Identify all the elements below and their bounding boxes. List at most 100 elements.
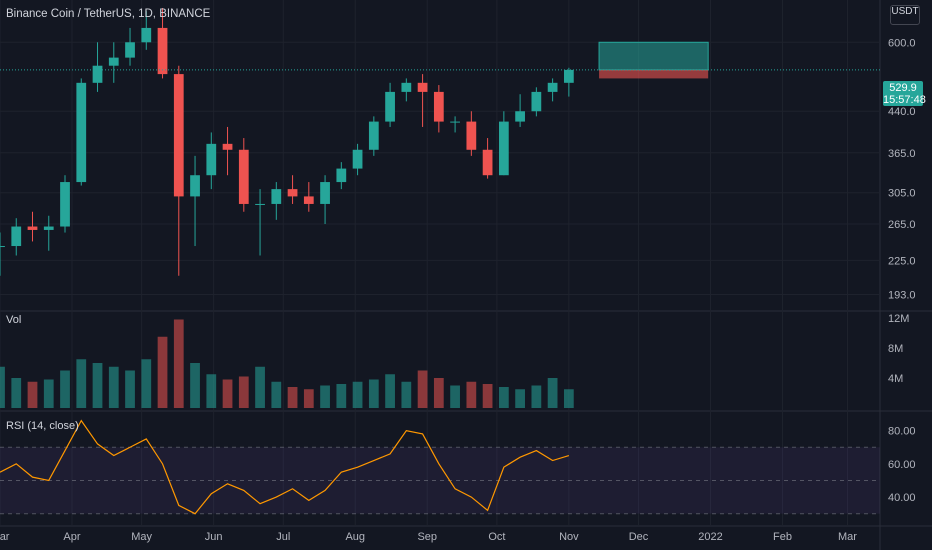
x-tick-label: Feb xyxy=(773,531,792,543)
candle-body xyxy=(125,42,135,58)
x-tick-label: Sep xyxy=(417,531,437,543)
volume-bar xyxy=(255,366,265,408)
x-tick-label: May xyxy=(131,531,152,543)
candle-body xyxy=(303,196,314,204)
volume-bar xyxy=(27,381,38,408)
candle-body xyxy=(27,226,38,230)
volume-bar xyxy=(336,384,347,408)
candle-body xyxy=(515,111,525,122)
volume-bar xyxy=(271,381,282,408)
candle-body xyxy=(531,91,542,112)
volume-bar xyxy=(222,379,233,408)
current-price-tag: 529.9 15:57:48 xyxy=(883,81,926,106)
long-position-annotation[interactable] xyxy=(598,41,709,79)
candle-body xyxy=(238,149,249,204)
volume-bar xyxy=(141,359,152,408)
candle-body xyxy=(287,189,298,197)
current-price: 529.9 xyxy=(889,82,917,94)
chart-title: Binance Coin / TetherUS, 1D, BINANCE xyxy=(6,8,211,20)
axes: Mar Apr May Jun Jul Aug Sep Oct Nov Dec 2022 Feb Mar… xyxy=(0,37,916,543)
volume-tick-label: 8M xyxy=(888,343,903,355)
volume-bars xyxy=(0,319,574,408)
price-tick-label: 193.0 xyxy=(888,289,916,301)
candle-body xyxy=(417,82,428,92)
volume-bar xyxy=(108,366,119,408)
candle-body xyxy=(433,91,444,122)
price-tick-label: 600.0 xyxy=(888,37,916,49)
candle-body xyxy=(108,57,119,66)
x-tick-label: Oct xyxy=(488,531,505,543)
volume-bar xyxy=(417,370,428,408)
candle-body xyxy=(401,82,412,92)
x-tick-label: Nov xyxy=(559,531,579,543)
volume-bar xyxy=(466,381,477,408)
candle-body xyxy=(385,91,395,122)
volume-bar xyxy=(385,374,395,408)
volume-bar xyxy=(531,385,542,408)
volume-bar xyxy=(76,359,87,408)
volume-bar xyxy=(125,370,135,408)
candle-body xyxy=(60,182,70,227)
candle-body xyxy=(206,143,217,176)
price-tick-label: 225.0 xyxy=(888,255,916,267)
volume-bar xyxy=(157,336,168,408)
volume-bar xyxy=(450,385,460,408)
x-tick-label: Aug xyxy=(345,531,365,543)
candles xyxy=(0,8,880,276)
volume-bar xyxy=(0,366,5,408)
volume-bar xyxy=(352,381,363,408)
candle-body xyxy=(563,69,574,83)
volume-bar xyxy=(60,370,70,408)
price-tick-label: 265.0 xyxy=(888,219,916,231)
x-tick-label: Jun xyxy=(205,531,223,543)
volume-bar xyxy=(190,363,200,408)
candle-body xyxy=(352,149,363,169)
candle-body xyxy=(76,82,87,183)
candle-body xyxy=(255,203,265,205)
price-tick-label: 305.0 xyxy=(888,188,916,200)
candle-body xyxy=(482,149,493,176)
bar-countdown: 15:57:48 xyxy=(883,94,926,106)
target-zone xyxy=(598,41,709,71)
volume-bar xyxy=(43,379,54,408)
candle-body xyxy=(450,121,460,123)
candle-body xyxy=(157,27,168,75)
rsi-line xyxy=(0,419,570,515)
candle-body xyxy=(173,74,184,197)
candle-body xyxy=(320,182,330,204)
currency-button[interactable]: USDT xyxy=(890,5,920,25)
rsi-pane xyxy=(0,419,880,515)
candle-body xyxy=(498,121,509,176)
volume-bar xyxy=(368,379,379,408)
candle-body xyxy=(43,226,54,230)
volume-bar xyxy=(320,385,330,408)
x-tick-label: Mar xyxy=(0,531,10,543)
rsi-pane-label: RSI (14, close) xyxy=(6,420,79,432)
candle-body xyxy=(11,226,22,247)
candle-body xyxy=(271,189,282,204)
volume-bar xyxy=(11,378,22,408)
volume-pane-label: Vol xyxy=(6,314,22,326)
candle-body xyxy=(466,121,477,150)
volume-bar xyxy=(563,389,574,408)
price-tick-label: 365.0 xyxy=(888,148,916,160)
candle-body xyxy=(141,27,152,43)
volume-bar xyxy=(287,387,298,408)
volume-bar xyxy=(547,378,558,408)
volume-bar xyxy=(482,384,493,408)
x-tick-label: 2022 xyxy=(698,531,722,543)
x-tick-label: Apr xyxy=(63,531,80,543)
price-tick-label: 440.0 xyxy=(888,106,916,118)
volume-bar xyxy=(238,376,249,408)
x-tick-label: Mar xyxy=(838,531,857,543)
x-tick-label: Jul xyxy=(276,531,290,543)
volume-bar xyxy=(498,387,509,408)
rsi-tick-label: 60.00 xyxy=(888,459,916,471)
stop-zone xyxy=(599,69,709,79)
candle-body xyxy=(368,121,379,150)
candle-body xyxy=(92,65,103,83)
volume-bar xyxy=(433,378,444,408)
volume-bar xyxy=(515,389,525,408)
volume-bar xyxy=(173,319,184,408)
